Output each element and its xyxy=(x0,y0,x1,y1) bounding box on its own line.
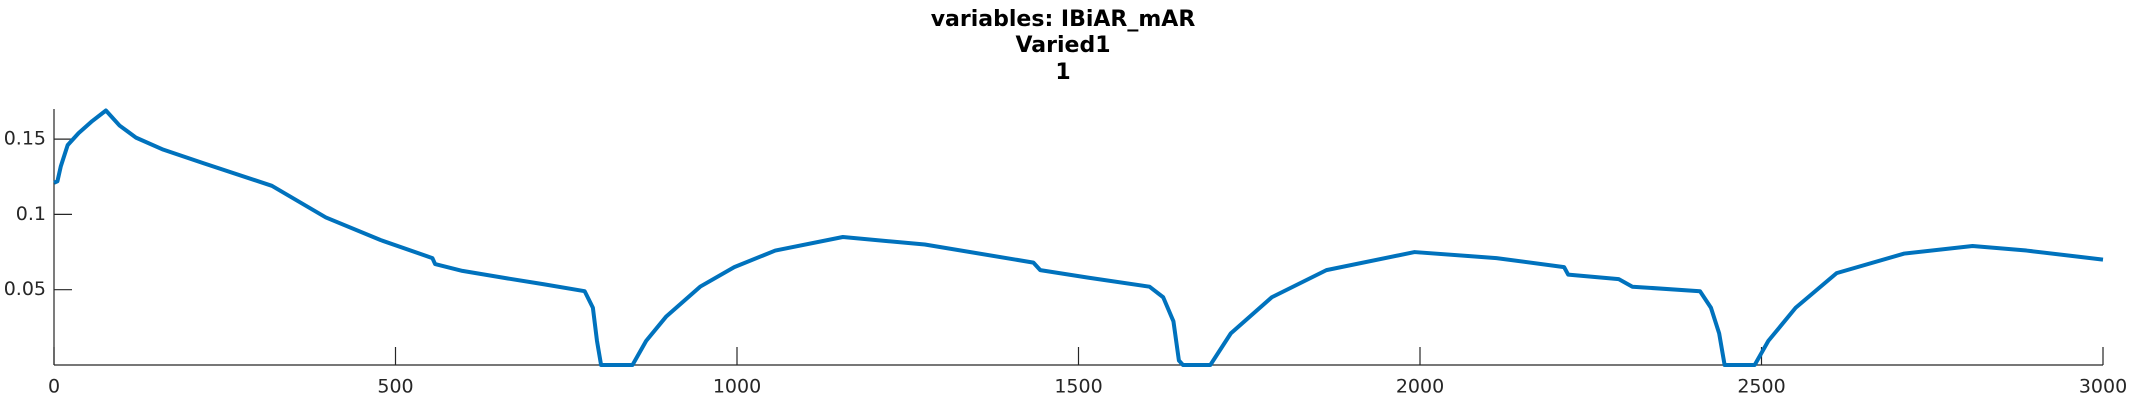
x-tick-label: 3000 xyxy=(2079,376,2127,398)
chart-subtitle: 1 xyxy=(1055,60,1070,85)
chart-subtitle: Varied1 xyxy=(1015,33,1110,58)
y-tick-label: 0.05 xyxy=(4,278,46,300)
x-tick-label: 1500 xyxy=(1054,376,1102,398)
chart-title: variables: IBiAR_mAR xyxy=(931,7,1196,32)
x-tick-label: 2000 xyxy=(1396,376,1444,398)
x-tick-label: 500 xyxy=(377,376,413,398)
x-tick-label: 2500 xyxy=(1737,376,1785,398)
x-tick-label: 1000 xyxy=(713,376,761,398)
y-tick-label: 0.1 xyxy=(16,203,46,225)
line-series xyxy=(53,108,2104,367)
x-tick-label: 0 xyxy=(48,376,60,398)
y-tick-label: 0.15 xyxy=(4,128,46,150)
